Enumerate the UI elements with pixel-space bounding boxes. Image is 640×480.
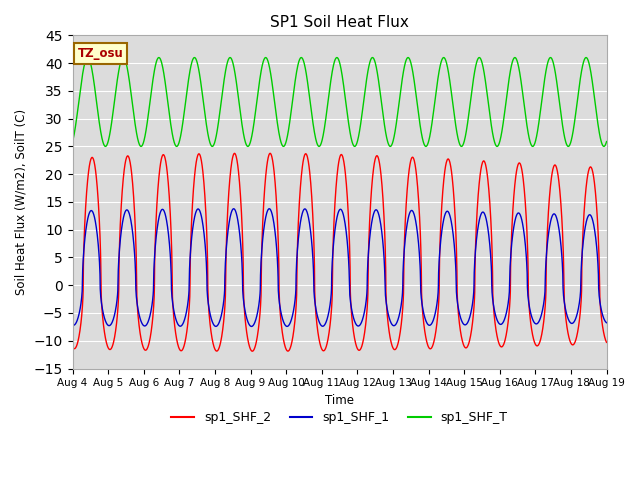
sp1_SHF_2 [495,340,503,346]
sp1_SHF_T [556,102,564,108]
sp1_SHF_2 [355,348,363,353]
sp1_SHF_1 [495,321,503,326]
sp1_SHF_1 [68,322,76,328]
Line: sp1_SHF_T: sp1_SHF_T [72,58,607,146]
sp1_SHF_2 [367,196,374,202]
sp1_SHF_T [571,119,579,124]
sp1_SHF_1 [266,206,273,212]
sp1_SHF_1 [367,226,374,231]
sp1_SHF_2 [68,344,76,350]
sp1_SHF_2 [571,340,579,346]
sp1_SHF_2 [248,348,256,354]
Line: sp1_SHF_2: sp1_SHF_2 [72,153,607,351]
sp1_SHF_1 [571,318,579,324]
sp1_SHF_T [191,55,198,60]
Text: TZ_osu: TZ_osu [78,47,124,60]
sp1_SHF_2 [266,150,274,156]
sp1_SHF_2 [218,335,225,341]
sp1_SHF_T [68,139,76,144]
sp1_SHF_T [355,130,363,136]
sp1_SHF_T [173,144,180,149]
Title: SP1 Soil Heat Flux: SP1 Soil Heat Flux [270,15,409,30]
sp1_SHF_T [218,93,226,99]
sp1_SHF_T [495,141,503,147]
X-axis label: Time: Time [325,394,354,407]
sp1_SHF_1 [248,324,255,329]
sp1_SHF_1 [355,323,363,329]
sp1_SHF_1 [556,232,564,238]
sp1_SHF_T [603,139,611,144]
Legend: sp1_SHF_2, sp1_SHF_1, sp1_SHF_T: sp1_SHF_2, sp1_SHF_1, sp1_SHF_T [166,406,513,429]
Y-axis label: Soil Heat Flux (W/m2), SoilT (C): Soil Heat Flux (W/m2), SoilT (C) [15,109,28,295]
sp1_SHF_2 [556,188,564,193]
sp1_SHF_1 [603,320,611,325]
Line: sp1_SHF_1: sp1_SHF_1 [72,209,607,326]
sp1_SHF_T [367,57,374,62]
sp1_SHF_2 [603,339,611,345]
sp1_SHF_1 [218,312,225,318]
